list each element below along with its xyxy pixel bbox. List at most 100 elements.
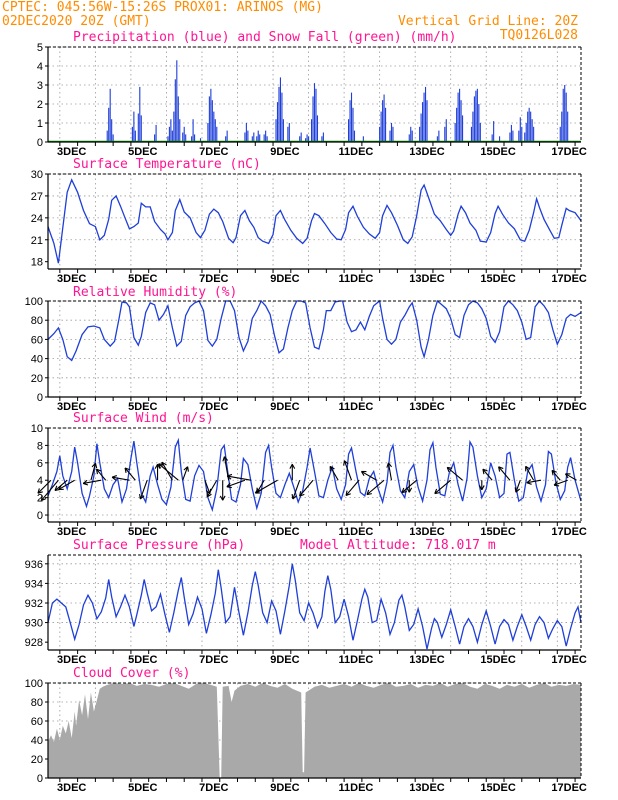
y-tick-label: 60 bbox=[31, 334, 43, 346]
precip-bar bbox=[282, 119, 284, 142]
x-tick-label: 11DEC bbox=[339, 146, 374, 158]
precip-bar bbox=[312, 96, 314, 142]
precip-bar bbox=[352, 107, 354, 142]
precip-bar bbox=[247, 130, 249, 142]
precip-bar bbox=[460, 100, 462, 142]
wind-arrow bbox=[58, 479, 75, 490]
wind-arrow bbox=[111, 475, 130, 481]
precip-bar bbox=[531, 119, 533, 142]
precip-bar bbox=[134, 130, 136, 142]
precip-bar bbox=[256, 136, 258, 142]
precip-bar bbox=[519, 117, 521, 142]
x-tick-label: 15DEC bbox=[480, 782, 516, 794]
wind-series-line bbox=[47, 437, 582, 513]
x-tick-label: 7DEC bbox=[199, 526, 228, 538]
precip-bar bbox=[194, 134, 196, 142]
precip-bar bbox=[385, 107, 387, 142]
x-tick-label: 3DEC bbox=[57, 273, 86, 285]
precip-bar bbox=[299, 136, 301, 142]
y-tick-label: 80 bbox=[31, 315, 43, 327]
precip-bar bbox=[214, 119, 216, 142]
precip-bar bbox=[168, 126, 170, 142]
x-tick-label: 15DEC bbox=[480, 273, 516, 285]
wind-arrow bbox=[514, 480, 521, 493]
precip-bar bbox=[408, 134, 410, 142]
precip-bar bbox=[310, 119, 313, 142]
precip-bar bbox=[521, 126, 523, 142]
x-tick-label: 13DEC bbox=[409, 401, 445, 413]
y-tick-label: 21 bbox=[31, 235, 43, 247]
wind-arrow bbox=[254, 479, 278, 494]
precip-bar bbox=[199, 138, 202, 142]
precip-bar bbox=[518, 130, 520, 142]
precip-bar bbox=[528, 107, 530, 142]
wind-arrow bbox=[289, 463, 296, 481]
precip-bar bbox=[208, 96, 210, 142]
precip-bar bbox=[512, 130, 514, 142]
precip-bar bbox=[192, 119, 194, 142]
temp-series-line bbox=[47, 178, 582, 264]
wind-arrow bbox=[498, 466, 511, 481]
precip-bar bbox=[211, 100, 213, 142]
x-tick-label: 3DEC bbox=[57, 146, 86, 158]
precip-bar bbox=[420, 113, 422, 142]
precip-bar bbox=[459, 88, 461, 142]
pressure-series-line bbox=[47, 563, 582, 650]
y-tick-label: 0 bbox=[37, 773, 43, 785]
x-tick-label: 17DEC bbox=[551, 782, 587, 794]
precip-bar bbox=[456, 107, 458, 142]
precip-bar bbox=[244, 132, 246, 142]
wind-arrow bbox=[291, 480, 301, 500]
precip-bar bbox=[287, 126, 289, 142]
precip-bar bbox=[216, 126, 218, 142]
precip-bar bbox=[106, 130, 108, 142]
precip-bar bbox=[179, 119, 181, 142]
precip-bar bbox=[527, 111, 529, 142]
precip-bar bbox=[565, 92, 567, 142]
y-tick-label: 60 bbox=[31, 716, 43, 728]
panel-title: Precipitation (blue) and Snow Fall (gree… bbox=[73, 30, 457, 45]
precip-bar bbox=[321, 136, 323, 142]
precip-bar bbox=[454, 123, 456, 142]
precip-bar bbox=[183, 126, 185, 142]
x-tick-label: 17DEC bbox=[551, 401, 587, 413]
precip-bar bbox=[438, 130, 440, 142]
wind-arrow bbox=[90, 462, 98, 481]
panel-wind: 0 2 4 6 8 10 3DEC 5DEC 7DEC 9DEC 11DEC 13DEC 15DEC 17… bbox=[31, 411, 587, 538]
wind-arrow bbox=[226, 473, 251, 481]
x-tick-label: 9DEC bbox=[270, 273, 299, 285]
y-tick-label: 3 bbox=[37, 80, 43, 92]
precip-bar bbox=[245, 123, 247, 142]
wind-arrow bbox=[40, 479, 59, 501]
precip-bar bbox=[380, 111, 382, 142]
x-tick-label: 11DEC bbox=[339, 401, 374, 413]
precip-bar bbox=[530, 111, 532, 142]
precip-bar bbox=[475, 90, 477, 142]
precip-bar bbox=[213, 111, 215, 142]
panel-title: Surface Wind (m/s) bbox=[73, 411, 214, 426]
x-tick-label: 3DEC bbox=[57, 401, 86, 413]
panel-title: Surface Pressure (hPa) bbox=[73, 538, 245, 553]
wind-arrow bbox=[478, 480, 485, 491]
precip-bar bbox=[562, 88, 564, 142]
panel-cloud: 0 20 40 60 80 100 3DEC 5DEC 7DEC 9DEC 11DEC 13DEC 15… bbox=[25, 666, 587, 794]
rh-series-line bbox=[47, 299, 582, 362]
precip-bar bbox=[174, 79, 176, 142]
precip-bar bbox=[499, 136, 501, 142]
x-tick-label: 13DEC bbox=[409, 273, 445, 285]
precip-bar bbox=[140, 115, 142, 142]
x-tick-label: 9DEC bbox=[270, 401, 299, 413]
precip-bar bbox=[139, 86, 141, 142]
precip-bar bbox=[131, 126, 133, 142]
x-tick-label: 17DEC bbox=[551, 526, 587, 538]
wind-arrow bbox=[37, 479, 52, 494]
precip-bar bbox=[266, 136, 268, 142]
x-tick-label: 11DEC bbox=[339, 526, 374, 538]
x-tick-label: 17DEC bbox=[551, 654, 587, 666]
wind-arrow bbox=[182, 466, 189, 481]
precip-bar bbox=[349, 100, 351, 142]
wind-arrow bbox=[482, 468, 493, 481]
precip-bar bbox=[559, 126, 561, 142]
header-date: 02DEC2020 20Z (GMT) bbox=[2, 14, 151, 29]
precip-bar bbox=[278, 86, 280, 142]
